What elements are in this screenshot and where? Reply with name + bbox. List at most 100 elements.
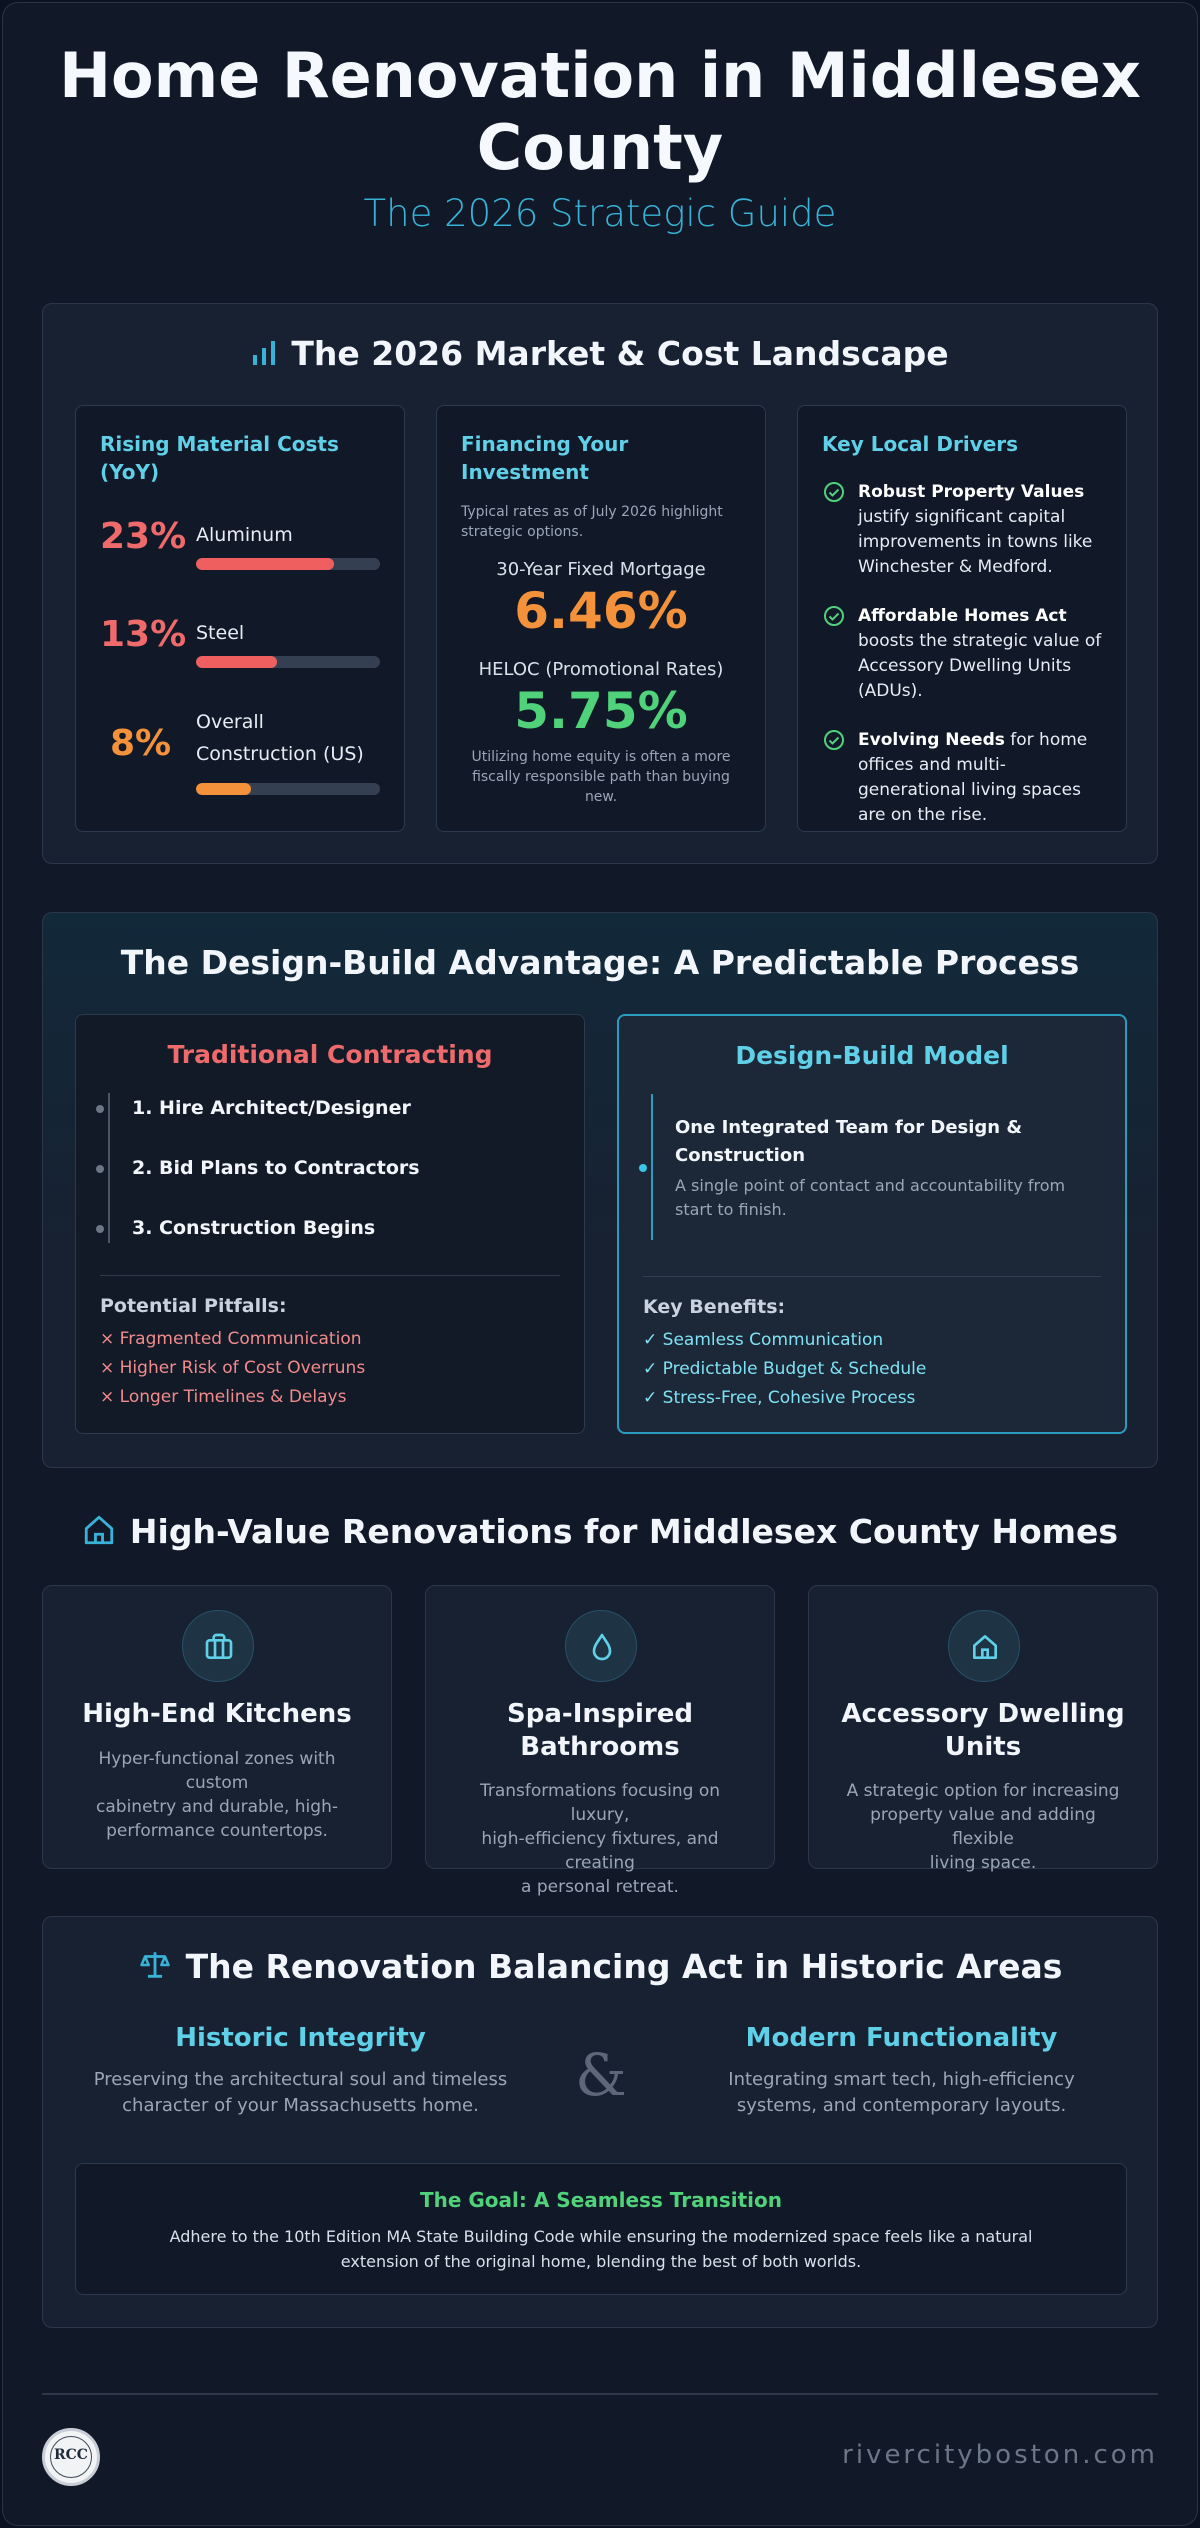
material-costs-heading-line2: (YoY) (100, 460, 160, 484)
material-bar-fill (196, 783, 252, 795)
scales-icon (138, 1948, 172, 1990)
footer-website[interactable]: rivercityboston.com (842, 2440, 1158, 2470)
driver-text: Affordable Homes Act boosts the strategi… (858, 604, 1106, 704)
page-title-line2: County (476, 111, 724, 184)
page-subtitle: The 2026 Strategic Guide (363, 192, 837, 235)
heloc-label: HELOC (Promotional Rates) (478, 659, 724, 680)
financing-footer: Utilizing home equity is often a more fi… (471, 749, 731, 805)
renovation-desc: Hyper-functional zones with custom cabin… (71, 1747, 363, 1843)
page-title-line1: Home Renovation in Middlesex (59, 39, 1141, 112)
modern-desc-line2: systems, and contemporary layouts. (736, 2095, 1067, 2116)
water-drop-icon (592, 1633, 612, 1661)
balance-section: The Renovation Balancing Act in Historic… (42, 1916, 1158, 2328)
market-section-title: The 2026 Market & Cost Landscape (43, 334, 1157, 375)
timeline-dot (96, 1225, 104, 1233)
bar-chart-icon (251, 336, 277, 375)
traditional-card: Traditional Contracting 1. Hire Architec… (75, 1014, 585, 1434)
driver-text: Robust Property Values justify significa… (858, 480, 1106, 580)
material-row-aluminum: 23% Aluminum (100, 516, 380, 576)
market-title-text: The 2026 Market & Cost Landscape (291, 334, 949, 373)
icon-badge (948, 1610, 1020, 1682)
pitfall-item: × Higher Risk of Cost Overruns (100, 1358, 366, 1378)
timeline-dot (96, 1165, 104, 1173)
design-build-model-card: Design-Build Model One Integrated Team f… (617, 1014, 1127, 1434)
material-pct: 23% (100, 516, 187, 557)
timeline-line (108, 1093, 110, 1243)
renovation-title: High-End Kitchens (63, 1698, 371, 1731)
material-label-line1: Overall (196, 711, 264, 733)
integrated-team-desc: A single point of contact and accountabi… (675, 1174, 1065, 1222)
renovation-desc-line3: a personal retreat. (521, 1877, 679, 1897)
material-label: Steel (196, 622, 245, 644)
house-icon (82, 1513, 116, 1555)
process-step: 2. Bid Plans to Contractors (132, 1157, 420, 1179)
historic-desc-line1: Preserving the architectural soul and ti… (93, 2069, 508, 2090)
material-pct: 13% (100, 614, 187, 655)
renovation-desc-line1: Hyper-functional zones with custom (98, 1749, 336, 1793)
footer-divider (42, 2393, 1158, 2395)
driver-rest: for home offices and multi-generational … (858, 730, 1088, 825)
local-drivers-heading: Key Local Drivers (822, 432, 1019, 456)
material-label-line2: Construction (US) (196, 743, 364, 765)
integrated-team-title-line2: Construction (675, 1145, 806, 1166)
renovations-title-text: High-Value Renovations for Middlesex Cou… (129, 1512, 1119, 1551)
renovation-card-bathrooms: Spa-Inspired Bathrooms Transformations f… (425, 1585, 775, 1897)
integrated-team-desc-line2: start to finish. (675, 1200, 787, 1219)
process-step: 1. Hire Architect/Designer (132, 1097, 411, 1119)
modern-heading: Modern Functionality (745, 2023, 1058, 2053)
driver-item: Evolving Needs for home offices and mult… (822, 728, 1106, 828)
driver-item: Affordable Homes Act boosts the strategi… (822, 604, 1106, 704)
benefit-item: ✓ Predictable Budget & Schedule (643, 1359, 927, 1379)
material-bar-fill (196, 558, 334, 570)
renovation-desc: Transformations focusing on luxury, high… (454, 1779, 746, 1899)
goal-heading: The Goal: A Seamless Transition (419, 2188, 782, 2212)
modern-desc-line1: Integrating smart tech, high-efficiency (728, 2069, 1075, 2090)
footer-logo: RCC (42, 2428, 100, 2486)
mortgage-rate: 6.46% (514, 582, 688, 640)
benefits-heading: Key Benefits: (643, 1296, 786, 1318)
heloc-rate: 5.75% (514, 682, 688, 740)
modern-desc: Integrating smart tech, high-efficiency … (644, 2067, 1159, 2119)
design-build-title: The Design-Build Advantage: A Predictabl… (120, 943, 1080, 982)
traditional-heading: Traditional Contracting (167, 1040, 493, 1069)
material-pct: 8% (110, 723, 172, 764)
historic-heading: Historic Integrity (175, 2023, 426, 2053)
material-costs-heading-line1: Rising Material Costs (100, 432, 339, 456)
historic-desc-line2: character of your Massachusetts home. (122, 2095, 479, 2116)
renovation-title: Spa-Inspired Bathrooms (446, 1698, 754, 1764)
financing-heading-line1: Financing Your (461, 432, 629, 456)
renovation-title-line2: Units (944, 1732, 1022, 1762)
design-build-section: The Design-Build Advantage: A Predictabl… (42, 912, 1158, 1468)
divider (100, 1275, 560, 1276)
model-heading: Design-Build Model (735, 1041, 1009, 1070)
renovation-card-adu: Accessory Dwelling Units A strategic opt… (808, 1585, 1158, 1873)
pitfall-item: × Longer Timelines & Delays (100, 1387, 347, 1407)
mortgage-label: 30-Year Fixed Mortgage (496, 559, 706, 580)
historic-desc: Preserving the architectural soul and ti… (43, 2067, 558, 2119)
pitfall-item: × Fragmented Communication (100, 1329, 362, 1349)
hero-header: Home Renovation in Middlesex County The … (0, 39, 1200, 236)
integrated-team-desc-line1: A single point of contact and accountabi… (675, 1176, 1066, 1195)
financing-heading: Financing Your Investment (461, 430, 628, 486)
material-costs-card: Rising Material Costs (YoY) 23% Aluminum… (75, 405, 405, 832)
check-circle-icon (822, 728, 846, 756)
renovations-title: High-Value Renovations for Middlesex Cou… (0, 1512, 1200, 1555)
renovation-desc-line3: living space. (929, 1853, 1037, 1873)
renovation-title-line1: Spa-Inspired (507, 1699, 693, 1729)
integrated-team-title: One Integrated Team for Design & Constru… (675, 1114, 1022, 1170)
balance-title: The Renovation Balancing Act in Historic… (43, 1947, 1157, 1990)
material-label: Aluminum (196, 524, 293, 546)
benefit-item: ✓ Stress-Free, Cohesive Process (643, 1388, 916, 1408)
local-drivers-card: Key Local Drivers Robust Property Values… (797, 405, 1127, 832)
goal-text-line1: Adhere to the 10th Edition MA State Buil… (169, 2227, 1033, 2246)
integrated-team-title-line1: One Integrated Team for Design & (675, 1117, 1023, 1138)
material-bar (196, 558, 380, 570)
renovation-desc-line2: property value and adding flexible (870, 1805, 1096, 1849)
briefcase-icon (205, 1633, 233, 1659)
driver-rest: justify significant capital improvements… (858, 507, 1093, 577)
benefit-item: ✓ Seamless Communication (643, 1330, 884, 1350)
material-bar-fill (196, 656, 277, 668)
material-row-steel: 13% Steel (100, 614, 380, 674)
renovation-desc-line1: A strategic option for increasing (846, 1781, 1120, 1801)
driver-text: Evolving Needs for home offices and mult… (858, 728, 1106, 828)
